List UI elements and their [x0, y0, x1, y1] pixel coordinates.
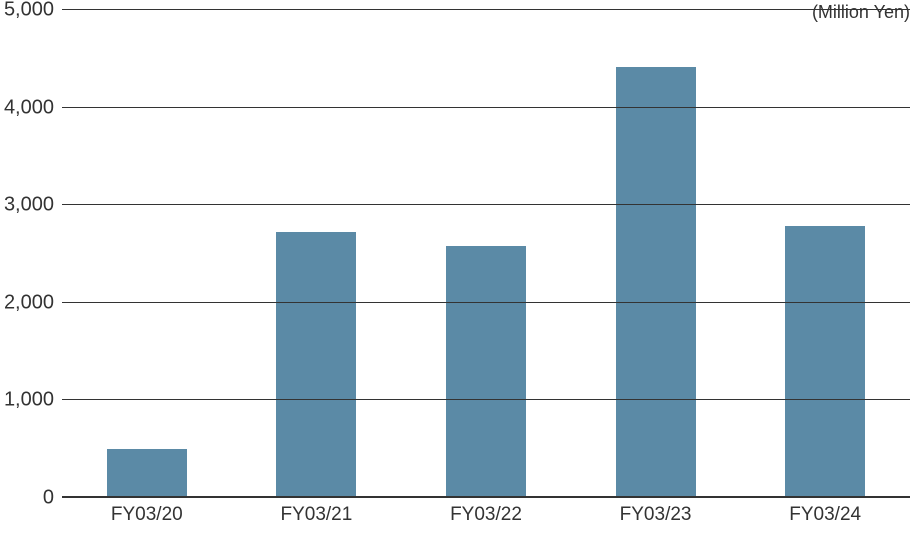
- y-tick-label: 0: [0, 487, 54, 510]
- bar: [107, 449, 187, 498]
- grid-line: [62, 204, 910, 205]
- x-tick-label: FY03/23: [571, 504, 741, 526]
- y-tick-label: 2,000: [0, 291, 54, 314]
- plot-area: [62, 10, 910, 498]
- x-tick-label: FY03/24: [740, 504, 910, 526]
- x-tick-label: FY03/22: [401, 504, 571, 526]
- bar: [785, 226, 865, 498]
- x-axis-baseline: [62, 496, 910, 498]
- y-tick-label: 4,000: [0, 96, 54, 119]
- chart-container: (Million Yen) 01,0002,0003,0004,0005,000…: [0, 0, 914, 548]
- bar-slot: [571, 10, 741, 498]
- grid-line: [62, 107, 910, 108]
- y-tick-label: 3,000: [0, 194, 54, 217]
- grid-line: [62, 399, 910, 400]
- bar-slot: [401, 10, 571, 498]
- bar-slot: [232, 10, 402, 498]
- y-tick-label: 5,000: [0, 0, 54, 22]
- bars-group: [62, 10, 910, 498]
- x-tick-labels: FY03/20FY03/21FY03/22FY03/23FY03/24: [62, 504, 910, 526]
- grid-line: [62, 302, 910, 303]
- bar: [276, 232, 356, 498]
- bar: [616, 67, 696, 498]
- bar: [446, 246, 526, 498]
- bar-slot: [62, 10, 232, 498]
- grid-line: [62, 9, 910, 10]
- x-tick-label: FY03/20: [62, 504, 232, 526]
- bar-slot: [740, 10, 910, 498]
- x-tick-label: FY03/21: [232, 504, 402, 526]
- y-tick-label: 1,000: [0, 389, 54, 412]
